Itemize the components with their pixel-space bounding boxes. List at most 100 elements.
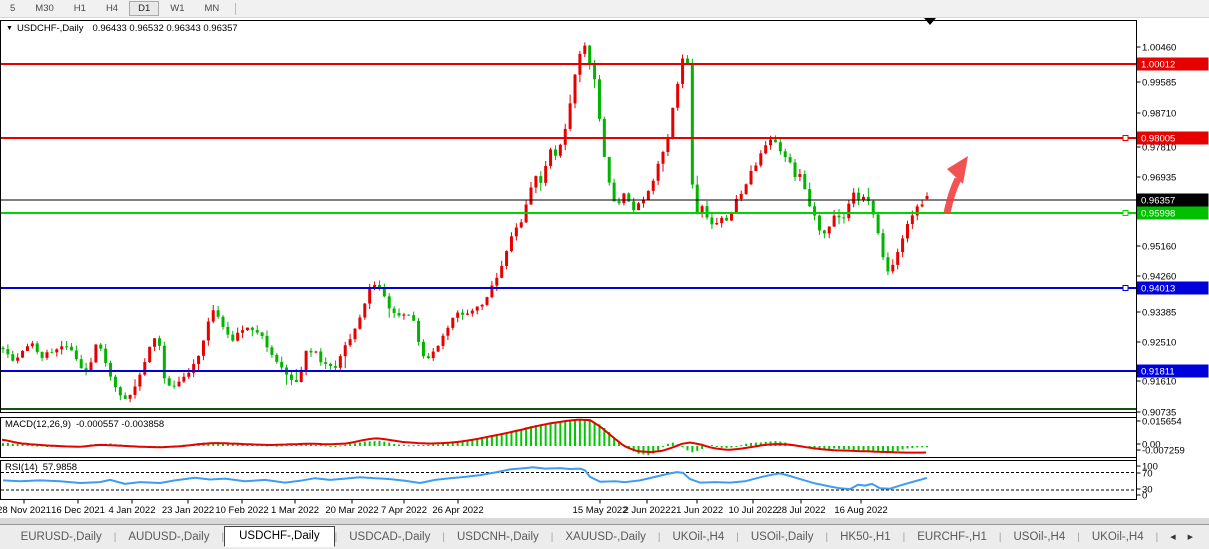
price-badge-label: 1.00012 [1141, 60, 1175, 71]
tab-separator: | [113, 531, 117, 543]
date-tick-label: 10 Jul 2022 [728, 505, 777, 516]
macd-signal-line [1, 418, 927, 454]
date-tick-label: 28 Nov 2021 [0, 505, 51, 516]
chart-title: ▼ USDCHF-,Daily 0.96433 0.96532 0.96343 0.… [6, 23, 238, 34]
tab-usoil-daily[interactable]: USOil-,Daily [750, 531, 814, 543]
rsi-axis-label: 30 [1142, 485, 1153, 496]
price-tick-label: 0.91610 [1142, 377, 1176, 388]
date-tick-label: 10 Feb 2022 [215, 505, 268, 516]
tab-separator: | [998, 531, 1002, 543]
timeframe-toolbar: 5 M30 H1 H4 D1 W1 MN [0, 0, 1209, 18]
price-badge [1137, 281, 1209, 295]
tab-separator: | [1077, 531, 1080, 543]
line-handle [1122, 135, 1129, 141]
tab-separator: | [825, 531, 829, 543]
timeframe-button-D1[interactable]: D1 [129, 1, 160, 16]
tab-ukoil-h4[interactable]: UKOil-,H4 [1091, 531, 1144, 543]
macd-values: -0.000557 -0.003858 [76, 419, 165, 430]
tab-usoil-h4[interactable]: USOil-,H4 [1013, 531, 1066, 543]
price-badge [1137, 364, 1209, 378]
price-tick-label: 0.93385 [1142, 308, 1176, 319]
date-tick-label: 7 Apr 2022 [381, 505, 427, 516]
price-tick-label: 0.95160 [1142, 242, 1176, 253]
tab-separator: | [657, 531, 661, 543]
tab-eurchf-h1[interactable]: EURCHF-,H1 [917, 531, 987, 543]
horizontal-lines[interactable] [1, 63, 1136, 410]
price-tick-label: 0.99585 [1142, 78, 1176, 89]
price-badge-label: 0.98005 [1141, 134, 1175, 145]
price-tick-label: 0.98710 [1142, 109, 1176, 120]
date-tick-label: 15 May 2022 [573, 505, 628, 516]
price-tick-label: 0.92510 [1142, 338, 1176, 349]
rsi-label-row: RSI(14) 57.9858 [5, 462, 77, 473]
date-tick-label: 26 Apr 2022 [432, 505, 483, 516]
tabs-holder: EURUSD-,Daily | AUDUSD-,Daily | USDCHF-,Dail… [9, 525, 1156, 548]
rsi-axis-label: 70 [1142, 469, 1153, 480]
tab-xauusd-daily[interactable]: XAUUSD-,Daily [565, 531, 646, 543]
tab-separator: | [736, 531, 739, 543]
rsi-axis-label: 100 [1142, 462, 1158, 473]
timeframe-button-W1[interactable]: W1 [170, 3, 185, 14]
date-tick-label: 4 Jan 2022 [108, 505, 155, 516]
price-tick-label: 0.90735 [1142, 408, 1176, 419]
price-tick-label: 0.96935 [1142, 173, 1176, 184]
tab-scroll-divider: | [1155, 531, 1159, 543]
tab-scroll-controls: | ◀ ▶ [1156, 532, 1209, 543]
macd-axis-label: 0.00 [1142, 440, 1161, 451]
date-tick-label: 16 Dec 2021 [51, 505, 105, 516]
tab-audusd-daily[interactable]: AUDUSD-,Daily [128, 531, 210, 543]
tab-usdcnh-daily[interactable]: USDCNH-,Daily [456, 531, 539, 543]
price-tick-label: 0.94260 [1142, 272, 1176, 283]
chart-shift-icon[interactable] [924, 18, 936, 25]
chart-tab-bar: EURUSD-,Daily | AUDUSD-,Daily | USDCHF-,Dail… [0, 524, 1209, 549]
timeframe-button-H4[interactable]: H4 [105, 3, 119, 14]
date-tick-label: 28 Jul 2022 [776, 505, 825, 516]
price-tick-label: 1.00460 [1142, 43, 1176, 54]
scroll-right-icon[interactable]: ▶ [1187, 534, 1193, 541]
timeframe-button-H1[interactable]: H1 [73, 3, 86, 14]
window-resize-strip [0, 518, 1209, 525]
chart-title-ohlc: 0.96433 0.96532 0.96343 0.96357 [92, 23, 238, 34]
date-tick-label: 20 Mar 2022 [325, 505, 378, 516]
trend-arrow-icon[interactable] [943, 156, 968, 214]
tab-hk50-h1[interactable]: HK50-,H1 [840, 531, 891, 543]
toolbar-separator [235, 2, 237, 15]
scroll-left-icon[interactable]: ◀ [1170, 534, 1176, 541]
price-badge [1137, 57, 1209, 71]
macd-label: MACD(12,26,9) [5, 419, 71, 430]
tab-separator: | [221, 531, 225, 543]
date-tick-label: 23 Jan 2022 [162, 505, 214, 516]
tab-separator: | [550, 531, 554, 543]
rsi-axis-label: 0 [1142, 491, 1147, 502]
rsi-label: RSI(14) [5, 462, 38, 473]
chart-title-symbol: USDCHF-,Daily [16, 23, 84, 34]
timeframe-button-MN[interactable]: MN [204, 3, 220, 14]
price-badge-label: 0.96357 [1141, 196, 1175, 207]
price-badge-label: 0.94013 [1141, 284, 1175, 295]
date-tick-label: 2 Jun 2022 [623, 505, 670, 516]
tab-separator: | [902, 531, 906, 543]
date-tick-label: 21 Jun 2022 [671, 505, 723, 516]
price-badge [1137, 131, 1209, 145]
timeframe-button-M30[interactable]: M30 [35, 3, 54, 14]
tab-eurusd-daily[interactable]: EURUSD-,Daily [20, 531, 102, 543]
macd-axis-label: 0.015654 [1142, 417, 1182, 428]
macd-axis-label: -0.007259 [1142, 446, 1185, 457]
date-axis: 28 Nov 2021 16 Dec 2021 4 Jan 2022 23 Jan 2… [0, 500, 888, 516]
price-tick-label: 0.97810 [1142, 143, 1176, 154]
tab-usdchf-daily[interactable]: USDCHF-,Daily [224, 525, 335, 547]
tab-usdcad-daily[interactable]: USDCAD-,Daily [349, 531, 431, 543]
line-handle [1122, 285, 1129, 291]
tab-separator: | [334, 531, 338, 543]
rsi-value: 57.9858 [42, 462, 78, 473]
timeframe-button-5[interactable]: 5 [10, 3, 16, 14]
tab-ukoil-h4[interactable]: UKOil-,H4 [672, 531, 725, 543]
symbol-dropdown-icon[interactable]: ▼ [6, 25, 13, 32]
rsi-layer [1, 466, 1135, 491]
macd-label-row: MACD(12,26,9) -0.000557 -0.003858 [5, 419, 164, 430]
price-badge-label: 0.95998 [1141, 209, 1175, 220]
rsi-line [2, 466, 928, 491]
price-badge [1137, 206, 1209, 220]
